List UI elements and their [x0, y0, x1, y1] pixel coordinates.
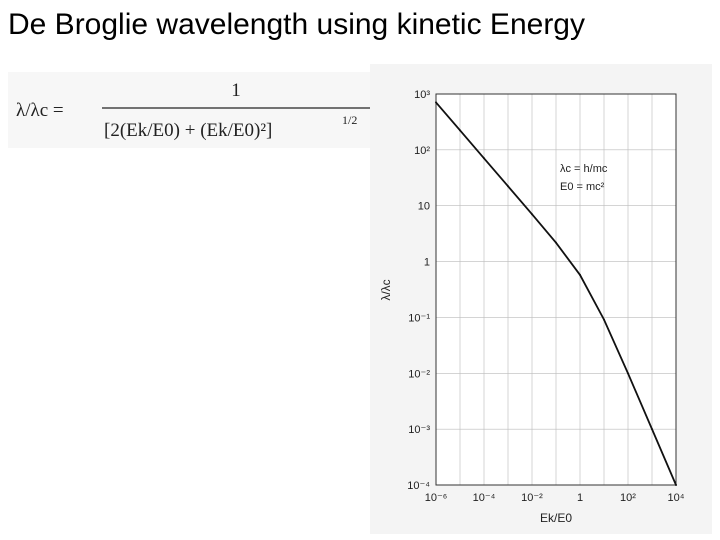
- data-point: [627, 372, 629, 375]
- wavelength-formula: λ/λc = 1 [2(Ek/E0) + (Ek/E0)²] 1/2: [8, 72, 378, 148]
- formula-numerator: 1: [231, 80, 241, 101]
- tick-labels: 10⁻⁶ 10⁻⁴ 10⁻² 1 10² 10⁴10⁻⁴10⁻³10⁻²10⁻¹11010…: [407, 89, 685, 504]
- x-tick-label: 10⁴: [668, 492, 685, 504]
- data-point: [459, 129, 461, 132]
- y-tick-label: 10: [418, 201, 430, 213]
- wavelength-chart: 10⁻⁶ 10⁻⁴ 10⁻² 1 10² 10⁴ 10⁻⁴ 10⁻³ 10⁻² 10⁻¹ 1 10 10…: [370, 64, 712, 534]
- formula-lhs: λ/λc =: [16, 100, 64, 121]
- y-tick-label: 10⁻¹: [408, 312, 430, 324]
- data-point: [651, 428, 653, 431]
- data-point: [507, 185, 509, 188]
- data-point: [531, 213, 533, 216]
- x-tick-label: 10⁻²: [521, 492, 543, 504]
- y-tick-label: 1: [424, 257, 430, 269]
- x-axis-label: Ek/E0: [540, 511, 572, 525]
- slide-title: De Broglie wavelength using kinetic Ener…: [8, 8, 585, 41]
- data-point: [675, 484, 677, 486]
- y-tick-label: 10⁻²: [408, 368, 430, 380]
- plot-frame: [435, 93, 677, 486]
- formula-exponent: 1/2: [342, 113, 357, 127]
- y-tick-label: 10⁻³: [408, 424, 430, 436]
- data-points: [435, 101, 677, 486]
- y-tick-label: 10⁻⁴: [407, 480, 430, 492]
- x-tick-label: 10⁻⁴: [473, 492, 496, 504]
- y-tick-label: 10³: [414, 89, 430, 101]
- annotation-lambda-c: λc = h/mc: [560, 163, 608, 175]
- formula-denominator: [2(Ek/E0) + (Ek/E0)²]: [104, 120, 272, 141]
- x-tick-label: 1: [577, 492, 583, 504]
- data-point: [603, 318, 605, 321]
- y-axis-label: λ/λc: [379, 279, 393, 300]
- data-point: [555, 241, 557, 244]
- data-point: [435, 101, 437, 104]
- data-point: [483, 157, 485, 160]
- data-point: [579, 273, 581, 276]
- annotation-e0: E0 = mc²: [560, 181, 605, 193]
- x-tick-label: 10²: [620, 492, 636, 504]
- x-tick-label: 10⁻⁶: [425, 492, 448, 504]
- y-tick-label: 10²: [414, 145, 430, 157]
